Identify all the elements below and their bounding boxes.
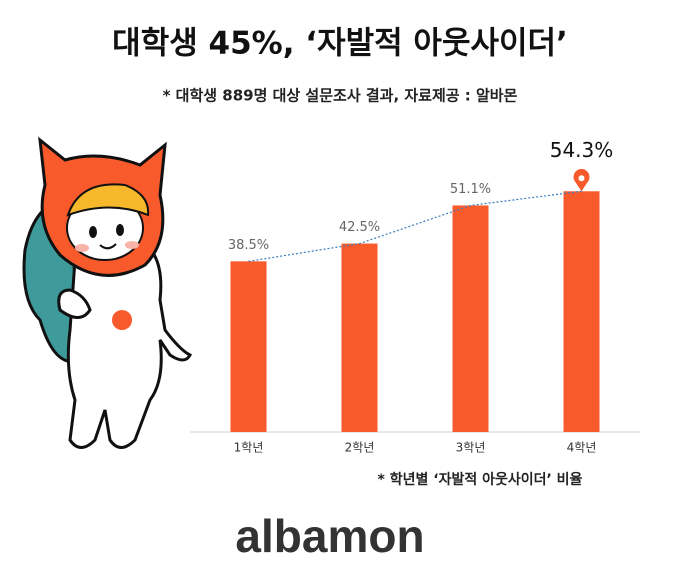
value-label: 51.1% [450,182,491,197]
chart-note: * 학년별 ‘자발적 아웃사이더’ 비율 [378,471,583,488]
mascot [22,136,193,449]
bar [452,205,489,432]
value-label: 38.5% [228,238,269,253]
x-tick-label: 1학년 [234,441,264,455]
chart-subtitle: * 대학생 889명 대상 설문조사 결과, 자료제공 : 알바몬 [163,87,518,105]
value-label: 54.3% [550,138,614,162]
brand-logo: albamon [235,510,424,562]
x-tick-label: 3학년 [456,441,486,455]
bar [563,191,600,432]
bar [230,261,267,432]
x-tick-label: 4학년 [567,441,597,455]
marker-pin-dot [578,175,585,182]
bar [341,243,378,432]
chart-title: 대학생 45%, ‘자발적 아웃사이더’ [112,26,568,62]
trend-line [248,190,582,262]
x-tick-label: 2학년 [345,441,375,455]
value-label: 42.5% [339,220,380,235]
